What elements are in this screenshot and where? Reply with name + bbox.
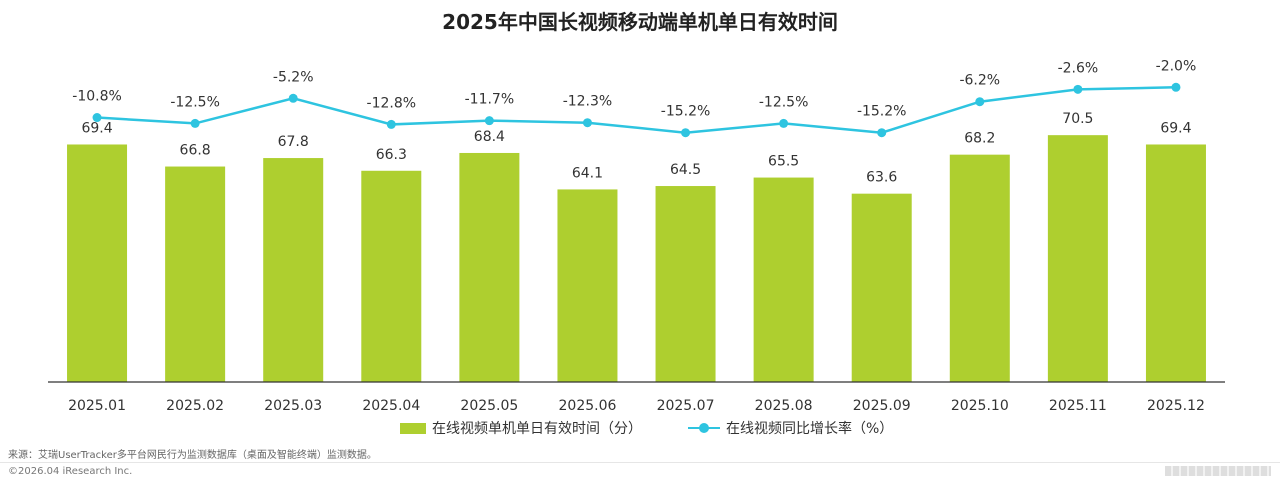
growth-value-label: -11.7%	[465, 92, 515, 108]
growth-value-label: -12.5%	[170, 94, 220, 110]
bar-value-label: 64.5	[670, 162, 701, 178]
bar-8	[753, 177, 814, 382]
bar-value-label: 66.8	[180, 143, 211, 159]
bar-11	[1047, 135, 1108, 382]
growth-point-7	[681, 128, 691, 138]
x-tick-label: 2025.04	[362, 398, 420, 414]
x-tick-label: 2025.05	[460, 398, 518, 414]
growth-point-8	[779, 118, 789, 128]
bar-value-label: 69.4	[81, 120, 112, 136]
bar-value-label: 65.5	[768, 154, 799, 170]
bar-3	[263, 158, 324, 382]
x-tick-label: 2025.02	[166, 398, 224, 414]
growth-value-label: -15.2%	[661, 104, 711, 120]
bar-12	[1145, 144, 1206, 382]
growth-value-label: -12.5%	[759, 94, 809, 110]
chart-title: 2025年中国长视频移动端单机单日有效时间	[442, 10, 838, 34]
legend-line-swatch	[688, 422, 720, 434]
bar-value-label: 68.2	[964, 131, 995, 147]
copyright-text: ©2026.04 iResearch Inc.	[8, 466, 133, 477]
bar-6	[557, 189, 618, 382]
x-tick-label: 2025.08	[755, 398, 813, 414]
x-tick-label: 2025.12	[1147, 398, 1205, 414]
growth-point-9	[877, 128, 887, 138]
legend-item-bar: 在线视频单机单日有效时间（分）	[400, 418, 642, 438]
growth-point-1	[92, 113, 102, 123]
watermark	[1165, 466, 1271, 476]
growth-point-12	[1171, 82, 1181, 92]
bar-1	[67, 144, 128, 382]
bar-value-label: 69.4	[1160, 120, 1191, 136]
growth-point-10	[975, 97, 985, 107]
growth-value-label: -2.6%	[1058, 60, 1099, 76]
growth-value-label: -12.3%	[563, 94, 613, 110]
bar-7	[655, 186, 716, 382]
x-tick-label: 2025.01	[68, 398, 126, 414]
legend-bar-swatch	[400, 422, 426, 434]
bar-4	[361, 170, 422, 382]
growth-value-label: -2.0%	[1156, 58, 1197, 74]
growth-value-label: -5.2%	[273, 69, 314, 85]
bar-2	[165, 166, 226, 382]
x-tick-label: 2025.11	[1049, 398, 1107, 414]
legend-bar-label: 在线视频单机单日有效时间（分）	[432, 421, 642, 437]
bar-value-label: 70.5	[1062, 111, 1093, 127]
bar-9	[851, 193, 912, 382]
growth-line	[96, 86, 1176, 134]
growth-point-11	[1073, 84, 1083, 94]
growth-point-6	[582, 118, 592, 128]
x-tick-label: 2025.03	[264, 398, 322, 414]
growth-point-4	[386, 119, 396, 129]
source-note: 来源：艾瑞UserTracker多平台网民行为监测数据库（桌面及智能终端）监测数…	[8, 450, 377, 461]
growth-value-label: -6.2%	[959, 73, 1000, 89]
bar-value-label: 68.4	[474, 129, 505, 145]
bar-5	[459, 152, 520, 382]
growth-value-label: -10.8%	[72, 89, 122, 105]
x-tick-label: 2025.06	[559, 398, 617, 414]
growth-value-label: -12.8%	[367, 95, 417, 111]
growth-value-label: -15.2%	[857, 104, 907, 120]
bar-value-label: 67.8	[278, 134, 309, 150]
x-tick-label: 2025.09	[853, 398, 911, 414]
legend-item-line: 在线视频同比增长率（%）	[642, 418, 893, 438]
chart-legend: 在线视频单机单日有效时间（分） 在线视频同比增长率（%）	[400, 418, 893, 438]
bar-value-label: 63.6	[866, 170, 897, 186]
bar-value-label: 64.1	[572, 165, 603, 181]
legend-line-label: 在线视频同比增长率（%）	[726, 421, 894, 437]
bar-value-label: 66.3	[376, 147, 407, 163]
growth-point-5	[484, 116, 494, 126]
x-tick-label: 2025.07	[657, 398, 715, 414]
growth-point-3	[288, 93, 298, 103]
x-tick-label: 2025.10	[951, 398, 1009, 414]
bar-10	[949, 154, 1010, 382]
growth-point-2	[190, 118, 200, 128]
footer-divider	[0, 462, 1280, 463]
